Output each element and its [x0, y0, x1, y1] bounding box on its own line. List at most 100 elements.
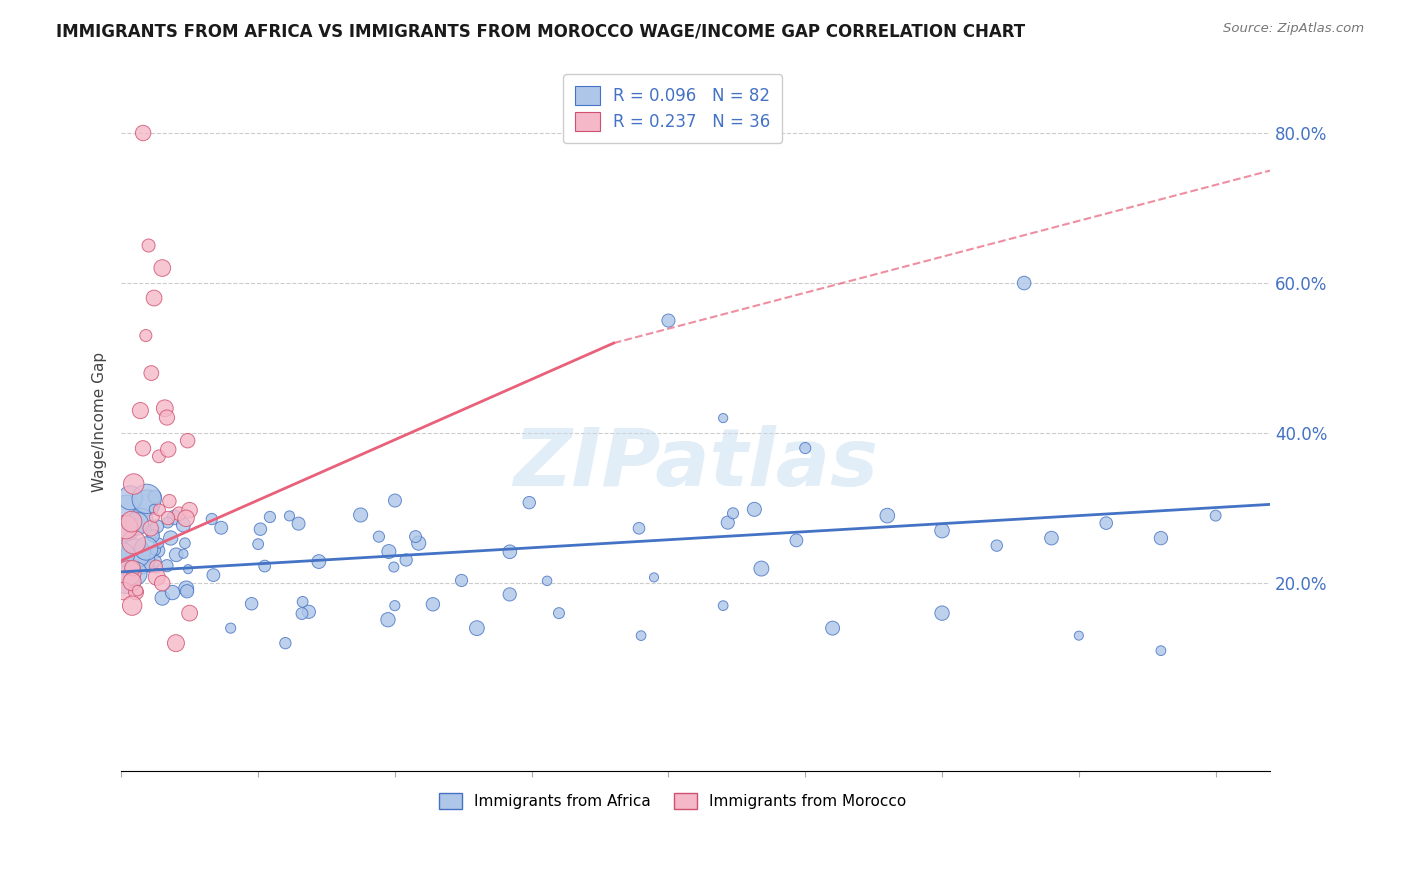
Point	[148, 450, 170, 464]
Point	[643, 570, 665, 584]
Point	[274, 636, 297, 650]
Point	[174, 511, 197, 525]
Point	[278, 508, 301, 523]
Point	[172, 518, 194, 533]
Point	[145, 542, 167, 557]
Point	[132, 126, 155, 140]
Point	[114, 520, 136, 534]
Point	[408, 536, 430, 550]
Point	[135, 541, 157, 556]
Point	[627, 521, 650, 535]
Point	[548, 606, 571, 620]
Point	[465, 621, 488, 635]
Point	[209, 521, 232, 535]
Point	[249, 522, 271, 536]
Point	[1040, 531, 1063, 545]
Point	[125, 516, 148, 531]
Point	[157, 494, 180, 508]
Point	[159, 531, 181, 545]
Point	[139, 521, 162, 535]
Point	[148, 503, 170, 517]
Point	[384, 599, 406, 613]
Point	[153, 401, 176, 416]
Point	[219, 621, 242, 635]
Point	[287, 516, 309, 531]
Point	[657, 313, 679, 327]
Point	[146, 519, 169, 533]
Point	[150, 591, 173, 605]
Point	[367, 530, 389, 544]
Point	[121, 561, 143, 575]
Point	[135, 328, 157, 343]
Point	[142, 529, 165, 543]
Point	[174, 536, 197, 550]
Point	[156, 558, 179, 573]
Point	[157, 442, 180, 457]
Point	[744, 502, 766, 516]
Point	[876, 508, 898, 523]
Point	[751, 561, 773, 575]
Point	[115, 503, 138, 517]
Point	[382, 560, 405, 574]
Point	[148, 536, 170, 550]
Point	[201, 512, 224, 526]
Point	[1012, 276, 1035, 290]
Point	[142, 502, 165, 516]
Point	[138, 238, 160, 252]
Point	[129, 403, 152, 417]
Point	[163, 510, 186, 524]
Point	[122, 477, 145, 491]
Point	[112, 584, 135, 599]
Point	[536, 574, 558, 588]
Point	[127, 583, 149, 598]
Point	[253, 559, 276, 574]
Point	[172, 547, 194, 561]
Point	[135, 491, 157, 506]
Point	[308, 555, 330, 569]
Point	[247, 537, 270, 551]
Point	[179, 503, 201, 517]
Point	[377, 613, 399, 627]
Point	[141, 558, 163, 573]
Point	[1095, 516, 1118, 530]
Point	[121, 574, 143, 589]
Point	[405, 530, 427, 544]
Y-axis label: Wage/Income Gap: Wage/Income Gap	[93, 351, 107, 491]
Point	[150, 576, 173, 591]
Point	[167, 507, 190, 521]
Point	[146, 543, 169, 558]
Point	[121, 599, 143, 613]
Point	[298, 605, 321, 619]
Point	[162, 585, 184, 599]
Point	[630, 629, 652, 643]
Point	[145, 559, 167, 574]
Point	[132, 442, 155, 456]
Point	[1150, 643, 1173, 657]
Point	[179, 606, 201, 620]
Point	[122, 535, 145, 549]
Point	[450, 574, 472, 588]
Point	[1205, 508, 1227, 523]
Point	[240, 597, 263, 611]
Point	[785, 533, 807, 548]
Point	[177, 562, 200, 576]
Point	[165, 636, 187, 650]
Point	[145, 554, 167, 568]
Point	[120, 491, 142, 505]
Point	[821, 621, 844, 635]
Legend: Immigrants from Africa, Immigrants from Morocco: Immigrants from Africa, Immigrants from …	[433, 787, 912, 815]
Point	[931, 524, 953, 538]
Text: Source: ZipAtlas.com: Source: ZipAtlas.com	[1223, 22, 1364, 36]
Point	[499, 545, 522, 559]
Point	[1067, 629, 1090, 643]
Point	[986, 539, 1008, 553]
Point	[176, 434, 198, 448]
Point	[117, 566, 139, 580]
Point	[124, 566, 146, 581]
Point	[141, 524, 163, 539]
Point	[125, 546, 148, 560]
Point	[711, 599, 734, 613]
Point	[395, 553, 418, 567]
Point	[349, 508, 371, 522]
Point	[291, 607, 314, 621]
